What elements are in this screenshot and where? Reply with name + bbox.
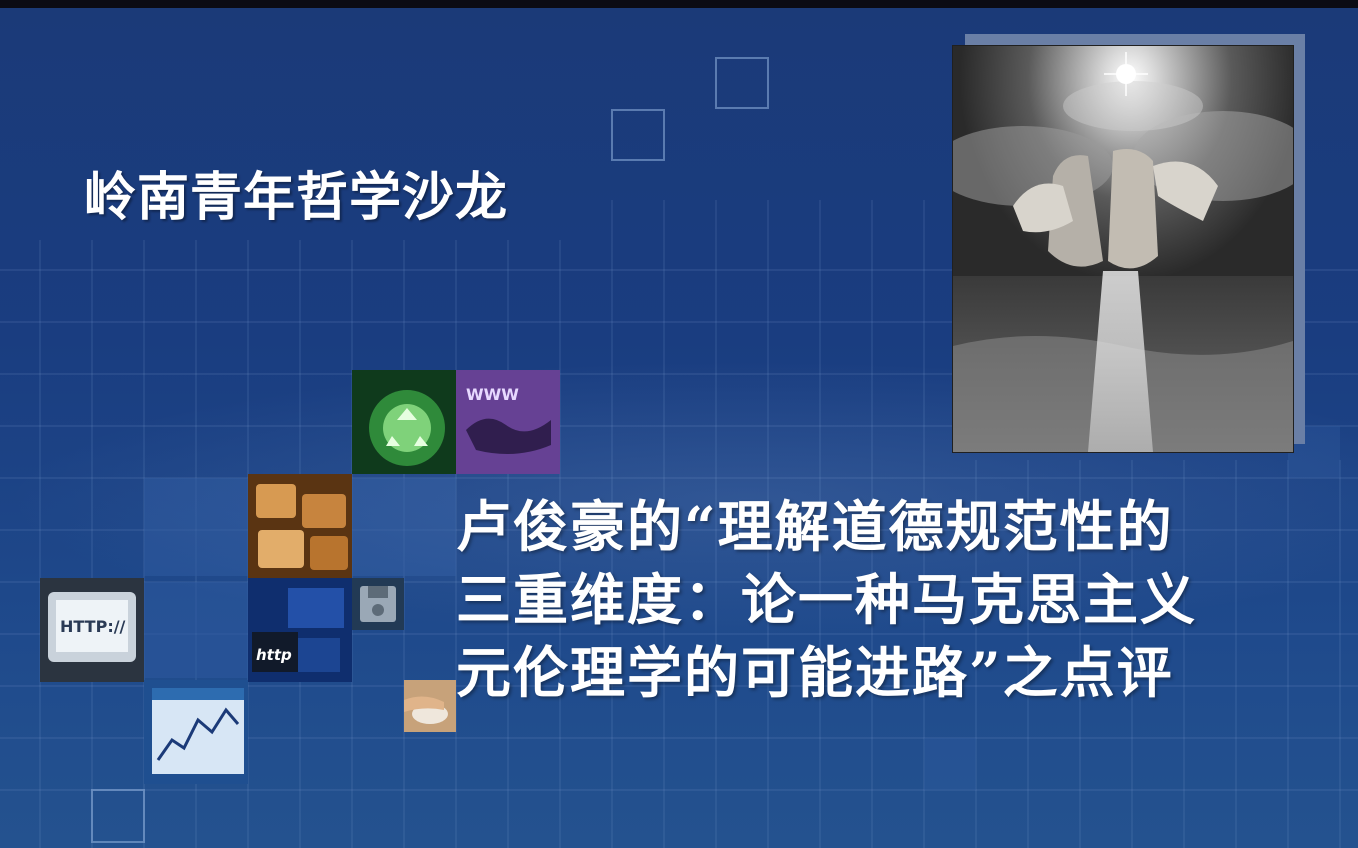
talk-subtitle: 卢俊豪的“理解道德规范性的 三重维度：论一种马克思主义 元伦理学的可能进路”之点… — [456, 490, 1336, 709]
http-monitor-thumbnail: HTTP:// — [40, 578, 144, 682]
recycle-symbol-thumbnail — [352, 370, 456, 474]
svg-text:WWW: WWW — [466, 385, 519, 404]
keyboard-keys-thumbnail — [248, 474, 352, 578]
top-bar — [0, 0, 1358, 8]
www-world-map-thumbnail: WWW — [456, 370, 560, 474]
subtitle-line-1: 卢俊豪的“理解道德规范性的 — [456, 494, 1174, 559]
hands-breaking-stone-photo — [953, 46, 1293, 452]
floppy-disk-thumbnail — [352, 578, 404, 630]
stock-quote-chart-thumbnail — [144, 680, 248, 784]
svg-text:HTTP://: HTTP:// — [60, 617, 126, 636]
slide-title: 岭南青年哲学沙龙 — [84, 168, 509, 228]
subtitle-line-3: 元伦理学的可能进路”之点评 — [456, 640, 1174, 705]
subtitle-line-2: 三重维度：论一种马克思主义 — [456, 567, 1198, 632]
circuit-board-http-thumbnail: http — [248, 578, 352, 682]
svg-text:http: http — [256, 646, 292, 664]
computer-mouse-hand-thumbnail — [404, 680, 456, 732]
